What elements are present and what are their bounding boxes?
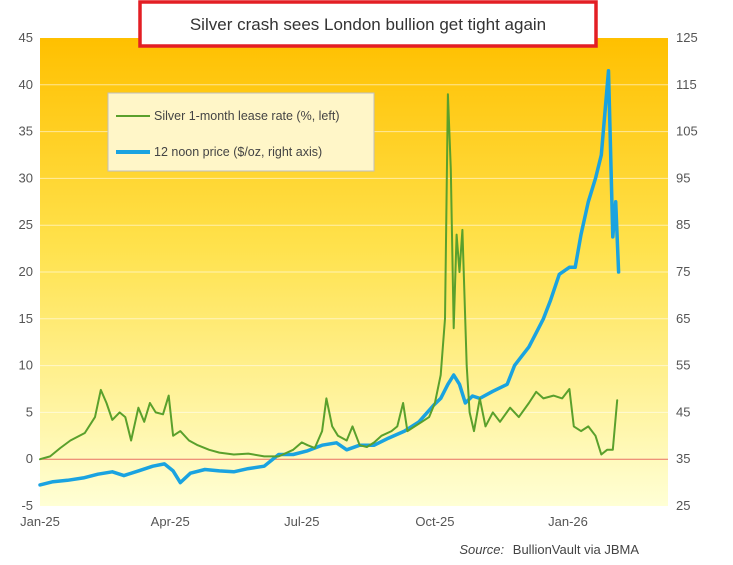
left-axis: -5 0 5 10 15 20 25 30 35 40 45 bbox=[19, 30, 33, 513]
x-axis-tick-label: Oct-25 bbox=[415, 514, 454, 529]
left-axis-tick-label: 10 bbox=[19, 358, 33, 373]
right-axis-tick-label: 35 bbox=[676, 451, 690, 466]
right-axis-tick-label: 55 bbox=[676, 358, 690, 373]
x-axis-tick-label: Apr-25 bbox=[151, 514, 190, 529]
right-axis-tick-label: 105 bbox=[676, 124, 698, 139]
right-axis-tick-label: 115 bbox=[676, 77, 697, 92]
right-axis-tick-label: 25 bbox=[676, 498, 690, 513]
series-layer bbox=[38, 69, 621, 487]
source-name: BullionVault via JBMA bbox=[513, 542, 640, 557]
legend-label-lease-rate: Silver 1-month lease rate (%, left) bbox=[154, 109, 340, 123]
source-label: Source: bbox=[459, 542, 504, 557]
title-box bbox=[138, 0, 598, 48]
left-axis-tick-label: 25 bbox=[19, 217, 33, 232]
legend-box bbox=[107, 92, 375, 172]
right-axis-tick-label: 125 bbox=[676, 30, 698, 45]
left-axis-tick-label: 30 bbox=[19, 170, 33, 185]
legend-label-noon-price: 12 noon price ($/oz, right axis) bbox=[154, 145, 322, 159]
lease-rate-series-line bbox=[39, 93, 619, 461]
right-axis-tick-label: 45 bbox=[676, 404, 690, 419]
left-axis-tick-label: 5 bbox=[26, 404, 33, 419]
right-axis-tick-label: 75 bbox=[676, 264, 690, 279]
x-axis: Jan-25 Apr-25 Jul-25 Oct-25 Jan-26 bbox=[20, 514, 588, 529]
x-axis-tick-label: Jan-25 bbox=[20, 514, 60, 529]
right-axis-tick-label: 65 bbox=[676, 311, 690, 326]
left-axis-tick-label: 45 bbox=[19, 30, 33, 45]
left-axis-tick-label: 15 bbox=[19, 311, 33, 326]
x-axis-tick-label: Jul-25 bbox=[284, 514, 319, 529]
left-axis-tick-label: 20 bbox=[19, 264, 33, 279]
right-axis-tick-label: 85 bbox=[676, 217, 690, 232]
source-note: Source: BullionVault via JBMA bbox=[459, 542, 639, 557]
right-axis-tick-label: 95 bbox=[676, 170, 690, 185]
noon-price-series-line bbox=[38, 69, 621, 487]
right-axis: 25 35 45 55 65 75 85 95 105 115 125 bbox=[676, 30, 698, 513]
left-axis-tick-label: 40 bbox=[19, 77, 33, 92]
legend: Silver 1-month lease rate (%, left) 12 n… bbox=[107, 92, 375, 172]
left-axis-tick-label: 35 bbox=[19, 124, 33, 139]
left-axis-tick-label: -5 bbox=[21, 498, 33, 513]
chart-title: Silver crash sees London bullion get tig… bbox=[190, 15, 546, 34]
x-axis-tick-label: Jan-26 bbox=[548, 514, 588, 529]
left-axis-tick-label: 0 bbox=[26, 451, 33, 466]
